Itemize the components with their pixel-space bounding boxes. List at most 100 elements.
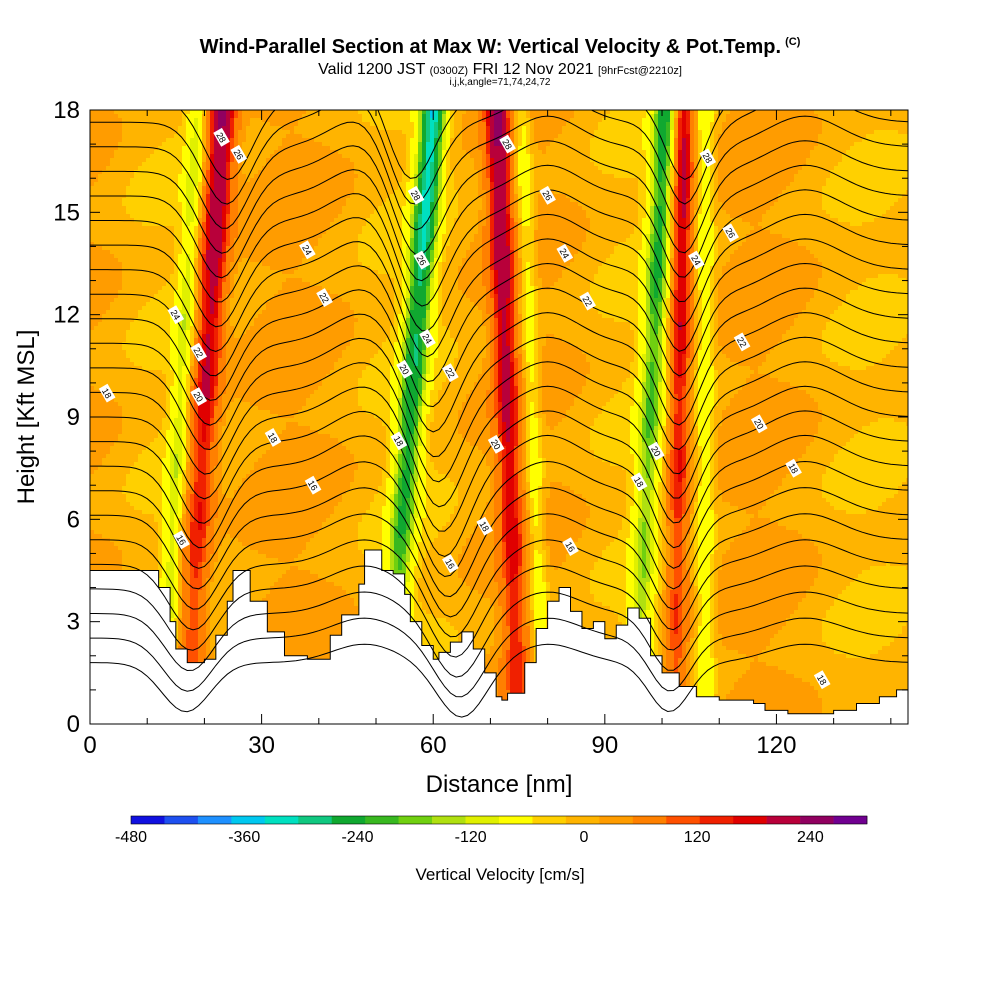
velocity-cell bbox=[434, 154, 438, 158]
velocity-cell bbox=[818, 138, 822, 142]
velocity-cell bbox=[610, 154, 614, 158]
velocity-cell bbox=[150, 158, 154, 162]
velocity-cell bbox=[222, 146, 226, 150]
velocity-cell bbox=[414, 158, 418, 162]
velocity-cell bbox=[294, 150, 298, 154]
velocity-cell bbox=[110, 158, 114, 162]
velocity-cell bbox=[682, 118, 686, 122]
velocity-cell bbox=[610, 182, 614, 186]
velocity-cell bbox=[482, 122, 486, 126]
velocity-cell bbox=[478, 114, 482, 118]
velocity-cell bbox=[398, 110, 402, 114]
velocity-cell bbox=[506, 118, 510, 122]
velocity-cell bbox=[342, 118, 346, 122]
velocity-cell bbox=[866, 110, 870, 114]
velocity-cell bbox=[146, 174, 150, 178]
velocity-cell bbox=[902, 150, 906, 154]
velocity-cell bbox=[546, 178, 550, 182]
velocity-cell bbox=[882, 170, 886, 174]
velocity-cell bbox=[182, 130, 186, 134]
velocity-cell bbox=[310, 170, 314, 174]
velocity-cell bbox=[490, 166, 494, 170]
velocity-cell bbox=[562, 150, 566, 154]
velocity-cell bbox=[242, 142, 246, 146]
velocity-cell bbox=[206, 122, 210, 126]
velocity-cell bbox=[278, 162, 282, 166]
velocity-cell bbox=[590, 162, 594, 166]
velocity-cell bbox=[234, 182, 238, 186]
velocity-cell bbox=[274, 170, 278, 174]
velocity-cell bbox=[582, 110, 586, 114]
velocity-cell bbox=[190, 162, 194, 166]
velocity-cell bbox=[498, 126, 502, 130]
velocity-cell bbox=[318, 170, 322, 174]
velocity-cell bbox=[138, 178, 142, 182]
velocity-cell bbox=[122, 110, 126, 114]
velocity-cell bbox=[306, 170, 310, 174]
velocity-cell bbox=[122, 150, 126, 154]
velocity-cell bbox=[214, 146, 218, 150]
velocity-cell bbox=[294, 126, 298, 130]
velocity-cell bbox=[522, 118, 526, 122]
velocity-cell bbox=[530, 150, 534, 154]
velocity-cell bbox=[526, 182, 530, 186]
velocity-cell bbox=[878, 170, 882, 174]
velocity-cell bbox=[746, 166, 750, 170]
velocity-cell bbox=[878, 178, 882, 182]
velocity-cell bbox=[846, 166, 850, 170]
velocity-cell bbox=[714, 174, 718, 178]
velocity-cell bbox=[402, 110, 406, 114]
velocity-cell bbox=[882, 178, 886, 182]
velocity-cell bbox=[278, 134, 282, 138]
velocity-cell bbox=[818, 158, 822, 162]
velocity-cell bbox=[322, 134, 326, 138]
velocity-cell bbox=[390, 158, 394, 162]
velocity-cell bbox=[786, 174, 790, 178]
velocity-cell bbox=[794, 182, 798, 186]
velocity-cell bbox=[754, 170, 758, 174]
velocity-cell bbox=[334, 110, 338, 114]
velocity-cell bbox=[158, 134, 162, 138]
velocity-cell bbox=[706, 110, 710, 114]
velocity-cell bbox=[886, 126, 890, 130]
velocity-cell bbox=[538, 142, 542, 146]
velocity-cell bbox=[558, 170, 562, 174]
velocity-cell bbox=[150, 174, 154, 178]
velocity-cell bbox=[262, 178, 266, 182]
velocity-cell bbox=[678, 150, 682, 154]
velocity-cell bbox=[830, 150, 834, 154]
velocity-cell bbox=[414, 126, 418, 130]
velocity-cell bbox=[638, 110, 642, 114]
velocity-cell bbox=[406, 146, 410, 150]
velocity-cell bbox=[230, 162, 234, 166]
velocity-cell bbox=[582, 150, 586, 154]
velocity-cell bbox=[714, 150, 718, 154]
velocity-cell bbox=[546, 166, 550, 170]
velocity-cell bbox=[726, 138, 730, 142]
velocity-cell bbox=[210, 174, 214, 178]
velocity-cell bbox=[574, 166, 578, 170]
velocity-cell bbox=[102, 110, 106, 114]
velocity-cell bbox=[482, 126, 486, 130]
velocity-cell bbox=[554, 118, 558, 122]
velocity-cell bbox=[250, 182, 254, 186]
velocity-cell bbox=[170, 170, 174, 174]
velocity-cell bbox=[818, 146, 822, 150]
velocity-cell bbox=[374, 170, 378, 174]
velocity-cell bbox=[466, 138, 470, 142]
velocity-cell bbox=[390, 138, 394, 142]
velocity-cell bbox=[730, 162, 734, 166]
velocity-cell bbox=[342, 138, 346, 142]
velocity-cell bbox=[366, 138, 370, 142]
velocity-cell bbox=[322, 118, 326, 122]
velocity-cell bbox=[882, 150, 886, 154]
velocity-cell bbox=[426, 146, 430, 150]
velocity-cell bbox=[658, 178, 662, 182]
velocity-cell bbox=[474, 110, 478, 114]
velocity-cell bbox=[678, 138, 682, 142]
velocity-cell bbox=[734, 182, 738, 186]
velocity-cell bbox=[522, 114, 526, 118]
velocity-cell bbox=[438, 158, 442, 162]
velocity-cell bbox=[398, 158, 402, 162]
velocity-cell bbox=[94, 114, 98, 118]
